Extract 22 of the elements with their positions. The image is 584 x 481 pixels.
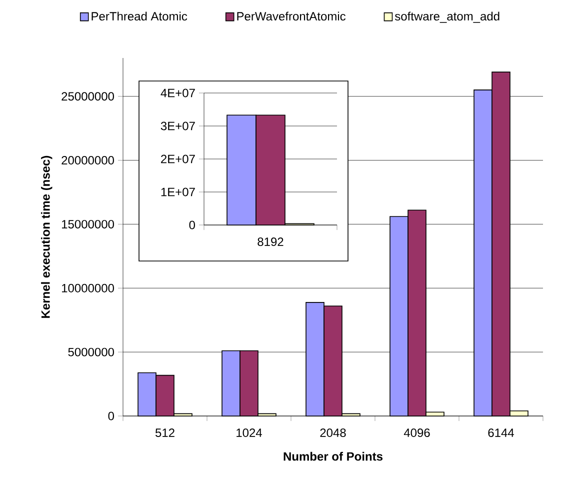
y-tick-label: 4E+07: [160, 88, 195, 98]
x-tick-label: 512: [155, 428, 174, 438]
legend-label: PerThread Atomic: [92, 12, 188, 21]
x-tick-label: 8192: [258, 238, 284, 246]
y-tick-label: 0: [189, 220, 196, 230]
x-tick-label: 1024: [236, 428, 262, 438]
y-tick-label: 2E+07: [161, 154, 195, 164]
y-tick-label: 1E+07: [161, 188, 195, 196]
x-tick-label: 4096: [404, 428, 430, 438]
x-tick-label: 2048: [320, 428, 346, 438]
x-tick-label: 6144: [488, 428, 514, 438]
legend-label: software_atom_add: [394, 12, 500, 23]
y-tick-label: 20000000: [62, 156, 114, 165]
x-axis-title: Number of Points: [284, 452, 382, 461]
y-tick-label: 25000000: [62, 92, 114, 101]
y-tick-label: 3E+07: [160, 122, 195, 130]
y-axis-title: Kernel execution time (nsec): [41, 156, 52, 318]
y-tick-label: 15000000: [62, 220, 114, 228]
y-tick-label: 10000000: [62, 284, 114, 292]
legend-label: PerWavefrontAtomic: [237, 12, 346, 21]
y-tick-label: 5000000: [68, 348, 114, 356]
y-tick-label: 0: [108, 412, 114, 420]
